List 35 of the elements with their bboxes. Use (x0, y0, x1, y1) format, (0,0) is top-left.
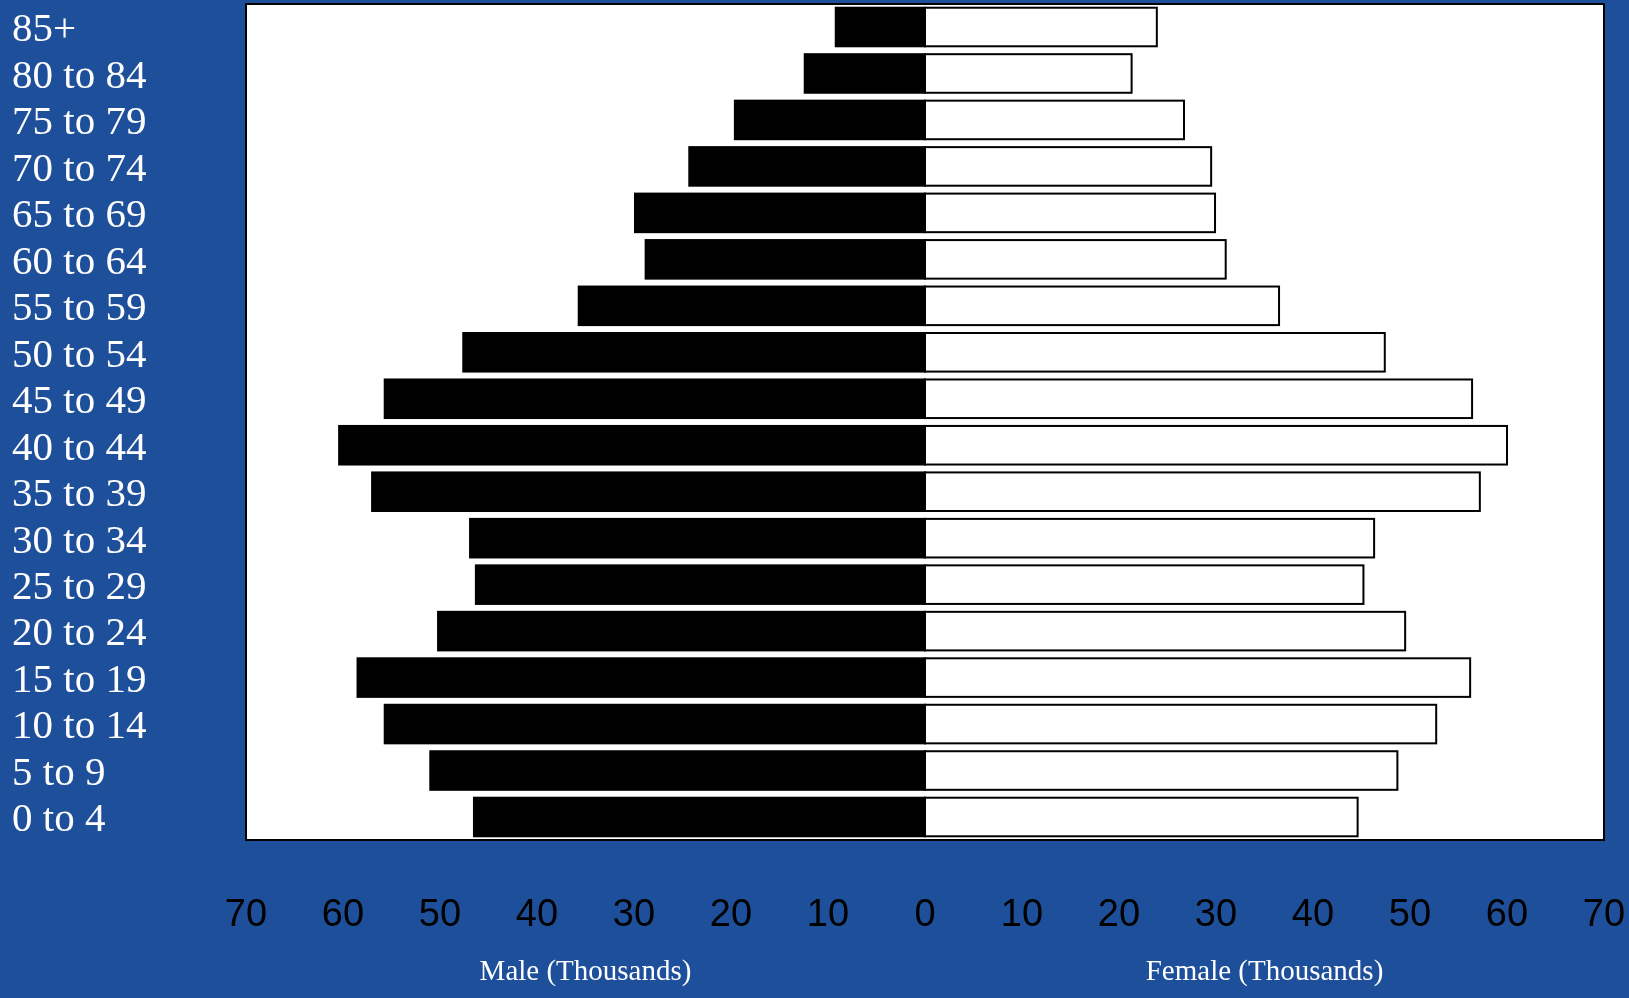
text: Male (Thousands) (479, 954, 692, 987)
x-tick-label: 0 (914, 892, 936, 935)
y-tick-label: 25 to 29 (12, 562, 147, 608)
x-tick-label: 60 (321, 892, 365, 935)
x-tick-label: 10 (1000, 892, 1044, 935)
y-tick-label: 20 to 24 (12, 608, 147, 655)
y-tick-label: 50 to 54 (12, 329, 147, 376)
x-tick-label: 40 (515, 892, 559, 935)
x-tick-label: 70 (224, 892, 268, 935)
text: Female (Thousands) (1145, 954, 1384, 987)
y-tick-label: 55 to 59 (12, 283, 147, 330)
x-tick-label: 40 (1291, 892, 1335, 935)
y-tick-label: 40 to 44 (12, 422, 147, 469)
x-tick-label: 20 (1097, 892, 1141, 935)
x-tick-label: 30 (612, 892, 656, 935)
y-tick-label: 45 to 49 (12, 376, 147, 423)
y-tick-label: 70 to 74 (12, 143, 147, 190)
y-tick-label: 80 to 84 (12, 50, 147, 97)
x-tick-label: 10 (806, 892, 850, 935)
x-tick-label: 20 (709, 892, 753, 935)
y-tick-label: 15 to 19 (12, 654, 147, 701)
y-tick-label: 35 to 39 (12, 469, 147, 516)
x-tick-label: 30 (1194, 892, 1238, 935)
x-tick-label: 60 (1485, 892, 1529, 935)
y-tick-label: 30 to 34 (12, 515, 147, 562)
x-tick-label: 70 (1582, 892, 1626, 935)
x-tick-label: 50 (1388, 892, 1432, 935)
y-tick-label: 10 to 14 (12, 701, 147, 748)
y-tick-label: 60 to 64 (12, 236, 147, 283)
x-tick-label: 50 (418, 892, 462, 935)
y-tick-label: 0 to 4 (12, 794, 106, 841)
y-tick-label: 85+ (12, 4, 77, 51)
y-tick-label: 5 to 9 (12, 747, 106, 794)
y-tick-label: 75 to 79 (12, 97, 147, 144)
y-tick-label: 65 to 69 (12, 190, 147, 237)
